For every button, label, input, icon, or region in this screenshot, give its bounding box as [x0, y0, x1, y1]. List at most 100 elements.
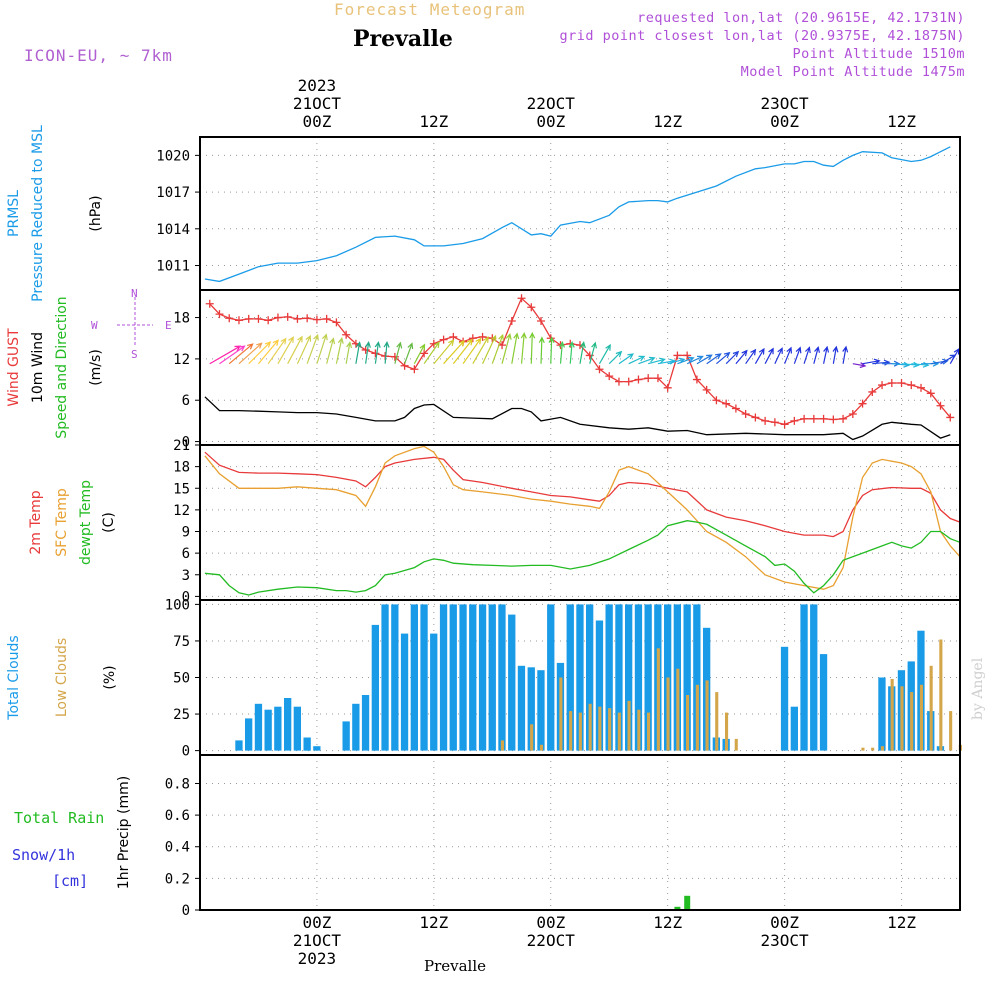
- wind-arrow: [423, 341, 440, 365]
- cloud-bar: [608, 708, 612, 751]
- gust-marker: [887, 379, 896, 387]
- gust-marker: [215, 310, 224, 319]
- wind-arrow: [306, 333, 319, 364]
- cloud-bar: [588, 703, 592, 751]
- wind-arrow: [326, 337, 336, 364]
- wind-arrow: [365, 341, 371, 364]
- wind-arrow: [589, 341, 597, 364]
- wind-arrow: [335, 336, 344, 364]
- wind-arrow: [558, 340, 565, 364]
- cloud-bar: [235, 740, 243, 751]
- time-label-bottom: 21OCT: [293, 931, 342, 950]
- time-label-top: 23OCT: [761, 94, 810, 113]
- cloud-bar: [676, 668, 680, 751]
- cloud-bar: [666, 677, 670, 751]
- wind-arrow: [482, 334, 497, 364]
- cloud-bar: [527, 667, 535, 751]
- cloud-bar: [595, 620, 604, 751]
- wind-arrow: [383, 340, 390, 364]
- gust-marker: [673, 351, 682, 360]
- cloud-bar: [617, 712, 621, 751]
- footer-location: Prevalle: [424, 957, 487, 975]
- time-label-bottom: 00Z: [770, 913, 799, 932]
- time-label-top: 12Z: [887, 112, 916, 131]
- time-label-top: 22OCT: [527, 94, 576, 113]
- wind-arrow: [774, 347, 783, 364]
- wind-arrow: [725, 350, 740, 365]
- gust-marker: [761, 416, 770, 425]
- y-axis-label: 2m Temp: [28, 490, 44, 554]
- wind-arrow: [921, 360, 940, 367]
- cloud-bar: [449, 604, 457, 751]
- y-axis-label: (%): [102, 665, 118, 689]
- cloud-bar: [539, 744, 543, 751]
- cloud-bar: [391, 604, 399, 751]
- y-tick-label: 0: [182, 903, 190, 919]
- time-label-bottom: 23OCT: [761, 931, 810, 950]
- time-label-top: 12Z: [419, 112, 448, 131]
- y-axis-label: Wind GUST: [6, 328, 22, 407]
- precip-legend-item: Snow/1h: [12, 846, 75, 864]
- y-tick-label: 0.6: [165, 808, 190, 824]
- precip-bar: [674, 906, 681, 910]
- wind-arrow: [258, 339, 279, 365]
- cloud-bar: [900, 686, 904, 751]
- y-axis-label: 10m Wind: [30, 332, 46, 403]
- wind-arrow: [696, 354, 713, 365]
- y-tick-label: 0: [182, 589, 190, 605]
- wind-arrow: [598, 343, 611, 365]
- gust-marker: [722, 399, 731, 408]
- cloud-bar: [576, 604, 584, 751]
- gust-marker: [897, 379, 906, 387]
- wind-arrow: [872, 359, 891, 366]
- y-axis-label: Pressure Reduced to MSL: [30, 125, 46, 302]
- cloud-bar: [890, 679, 894, 751]
- precip-bar: [684, 895, 691, 910]
- wind-arrow: [538, 336, 545, 364]
- panel-frame: [199, 754, 961, 911]
- cloud-bar: [439, 604, 448, 751]
- cloud-bar: [880, 746, 884, 751]
- time-label-bottom: 12Z: [653, 913, 682, 932]
- time-label-top: 2023: [298, 76, 337, 95]
- cloud-bar: [547, 604, 555, 751]
- cloud-bar: [910, 692, 914, 751]
- wind-arrow: [852, 362, 867, 369]
- gust-marker: [644, 374, 653, 383]
- cloud-bar: [819, 654, 828, 751]
- cloud-bar: [410, 604, 418, 751]
- gust-marker: [917, 383, 926, 392]
- cloud-bar: [530, 724, 534, 751]
- cloud-bar: [644, 604, 652, 751]
- wind-arrow: [404, 342, 414, 364]
- wind-arrow: [296, 334, 312, 364]
- gust-marker: [293, 314, 302, 323]
- gust-marker: [751, 413, 760, 422]
- gust-marker: [712, 396, 721, 405]
- cloud-bar: [919, 684, 923, 751]
- gust-marker: [702, 385, 711, 394]
- wind-arrow: [548, 336, 555, 364]
- panel-3: 0 25 50 75 100 Total Clouds Low Clouds (%): [6, 597, 962, 760]
- cloud-bar: [683, 604, 691, 751]
- cloud-bar: [469, 604, 477, 751]
- wind-arrow: [784, 346, 792, 364]
- panel-frame: [199, 136, 961, 291]
- wind-arrow: [287, 335, 303, 364]
- gust-marker: [371, 349, 380, 358]
- y-tick-label: 1020: [156, 148, 190, 164]
- y-tick-label: 3: [182, 568, 190, 584]
- cloud-bar: [810, 604, 818, 751]
- compass-n: N: [131, 287, 138, 300]
- cloud-bar: [293, 706, 301, 751]
- compass-w: W: [91, 319, 98, 332]
- cloud-bar: [569, 711, 573, 751]
- time-label-bottom: 00Z: [536, 913, 565, 932]
- gust-marker: [322, 314, 331, 323]
- wind-arrow: [472, 336, 489, 365]
- gust-marker: [653, 374, 662, 383]
- wind-arrow: [501, 333, 512, 364]
- gust-marker: [926, 389, 935, 398]
- gust-marker: [273, 313, 282, 322]
- time-label-bottom: 12Z: [419, 913, 448, 932]
